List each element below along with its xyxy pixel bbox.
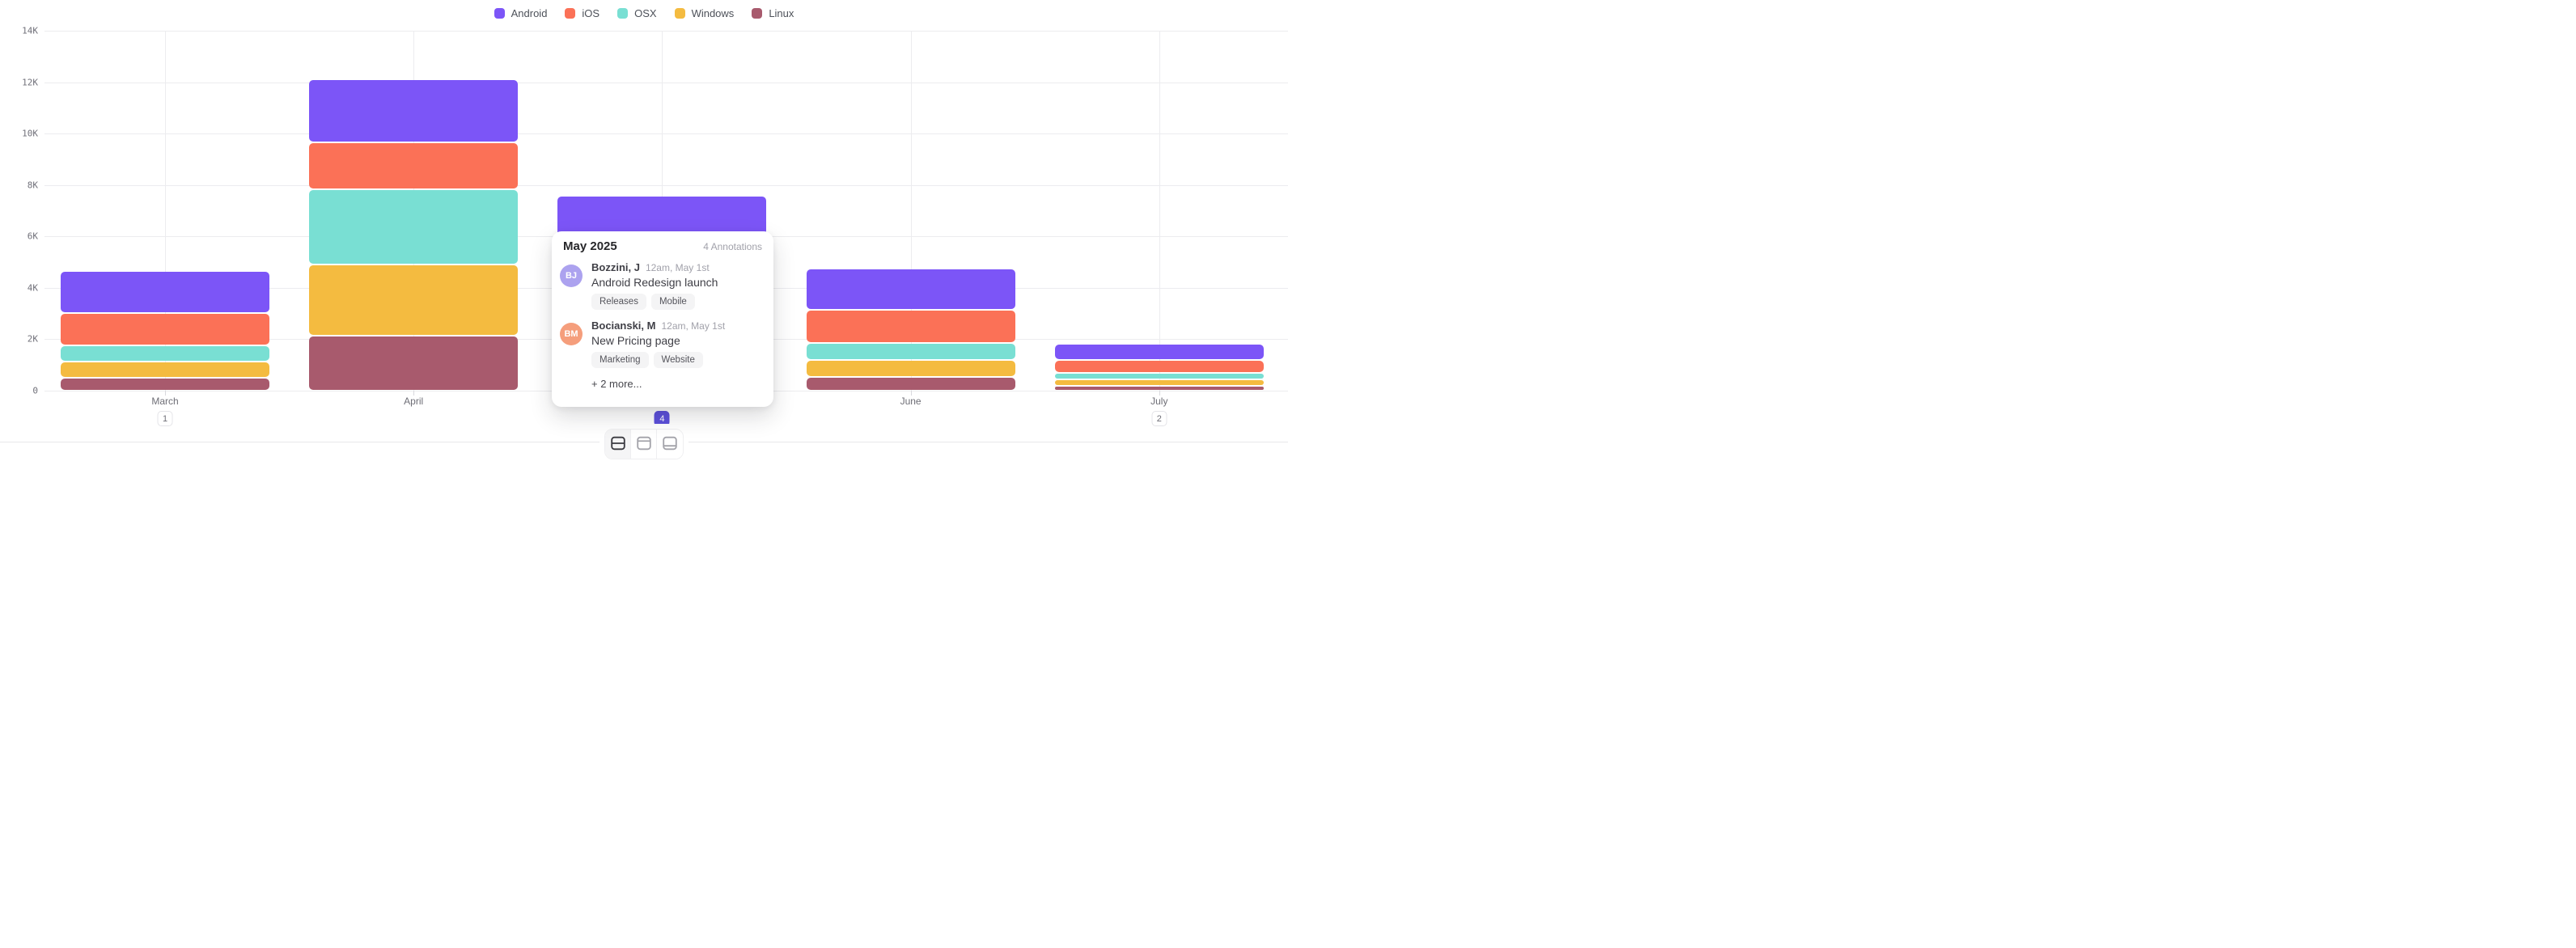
gridline [44, 31, 1288, 32]
annotation-badge-may[interactable]: 4 [654, 411, 670, 426]
y-axis-label: 4K [27, 282, 38, 293]
legend-swatch-icon [565, 8, 576, 19]
legend-item-linux[interactable]: Linux [752, 7, 794, 19]
chart-legend: Android iOS OSX Windows Linux [0, 7, 1288, 19]
annotation-tag: Mobile [650, 294, 695, 310]
popup-title: May 2025 [563, 239, 617, 253]
bar-segment-june-osx[interactable] [806, 343, 1015, 360]
legend-label: OSX [634, 7, 657, 19]
annotation-author: Bocianski, M [591, 320, 656, 332]
annotation-timestamp: 12am, May 1st [645, 262, 710, 273]
gridline [44, 133, 1288, 134]
bar-segment-march-windows[interactable] [61, 362, 269, 378]
legend-item-windows[interactable]: Windows [674, 7, 735, 19]
legend-swatch-icon [494, 8, 505, 19]
bar-segment-april-ios[interactable] [309, 143, 519, 188]
bar-segment-july-windows[interactable] [1054, 380, 1264, 386]
bar-segment-april-android[interactable] [309, 79, 519, 142]
annotation-row[interactable]: BJ Bozzini, J 12am, May 1st Android Rede… [560, 261, 762, 310]
x-axis-tick [413, 391, 415, 396]
panel-top-icon [635, 434, 653, 455]
popup-header: May 2025 4 Annotations [563, 239, 762, 253]
bar-segment-march-osx[interactable] [61, 345, 269, 362]
gridline [165, 31, 166, 391]
layout-toggle-group [604, 429, 684, 459]
bar-segment-april-windows[interactable] [309, 265, 519, 336]
show-more-annotations-link[interactable]: + 2 more... [591, 378, 642, 390]
legend-swatch-icon [617, 8, 629, 19]
bar-segment-july-osx[interactable] [1054, 373, 1264, 379]
annotation-title: Android Redesign launch [591, 276, 718, 289]
bar-segment-june-linux[interactable] [806, 378, 1015, 391]
bar-segment-july-ios[interactable] [1054, 361, 1264, 372]
y-axis-label: 14K [22, 25, 38, 36]
x-axis-tick [910, 391, 912, 396]
annotation-author: Bozzini, J [591, 261, 640, 273]
y-axis-label: 2K [27, 333, 38, 345]
month-label-july: July [1150, 396, 1168, 407]
avatar: BJ [560, 265, 583, 287]
y-axis-label: 8K [27, 180, 38, 190]
legend-item-ios[interactable]: iOS [565, 7, 600, 19]
x-axis-tick [165, 391, 166, 396]
annotation-row[interactable]: BM Bocianski, M 12am, May 1st New Pricin… [560, 320, 762, 368]
layout-split-even-button[interactable] [605, 430, 631, 459]
annotation-tag: Website [653, 352, 703, 368]
annotation-badge-march[interactable]: 1 [157, 411, 173, 426]
legend-label: Android [511, 7, 548, 19]
panel-bottom-icon [661, 434, 679, 455]
bar-segment-july-linux[interactable] [1054, 387, 1264, 391]
legend-label: Linux [769, 7, 794, 19]
legend-swatch-icon [752, 8, 763, 19]
legend-item-android[interactable]: Android [494, 7, 548, 19]
gridline [1159, 31, 1160, 391]
layout-panel-bottom-button[interactable] [657, 430, 683, 459]
annotation-badge-july[interactable]: 2 [1151, 411, 1167, 426]
annotation-title: New Pricing page [591, 334, 680, 347]
bar-segment-june-windows[interactable] [806, 361, 1015, 377]
bar-segment-july-android[interactable] [1054, 344, 1264, 360]
annotation-tag: Releases [591, 294, 646, 310]
gridline [44, 184, 1288, 186]
split-even-icon [609, 434, 627, 455]
bar-segment-june-android[interactable] [806, 269, 1015, 310]
app-window: Android iOS OSX Windows Linux 0 2K 4K 6K 8K 10K 12… [0, 0, 1288, 474]
bar-segment-march-android[interactable] [61, 272, 269, 313]
y-axis-label: 0 [32, 385, 38, 396]
legend-item-osx[interactable]: OSX [617, 7, 657, 19]
gridline [910, 31, 912, 391]
annotation-popup: May 2025 4 Annotations BJ Bozzini, J 12a… [552, 231, 773, 407]
popup-annotation-count: 4 Annotations [703, 241, 762, 252]
month-label-june: June [900, 396, 922, 407]
y-axis-label: 6K [27, 231, 38, 242]
y-axis-label: 10K [22, 128, 38, 139]
legend-swatch-icon [674, 8, 685, 19]
legend-label: Windows [691, 7, 735, 19]
annotation-timestamp: 12am, May 1st [661, 320, 726, 332]
bar-segment-march-linux[interactable] [61, 379, 269, 391]
y-axis-label: 12K [22, 77, 38, 87]
x-axis-tick [1159, 391, 1160, 396]
bar-segment-april-linux[interactable] [309, 336, 519, 391]
month-label-april: April [404, 396, 424, 407]
bar-segment-april-osx[interactable] [309, 189, 519, 265]
legend-label: iOS [582, 7, 600, 19]
month-label-march: March [151, 396, 179, 407]
bar-segment-june-ios[interactable] [806, 311, 1015, 342]
avatar: BM [560, 323, 583, 345]
layout-panel-top-button[interactable] [631, 430, 657, 459]
annotation-tag: Marketing [591, 352, 649, 368]
bar-segment-march-ios[interactable] [61, 314, 269, 345]
